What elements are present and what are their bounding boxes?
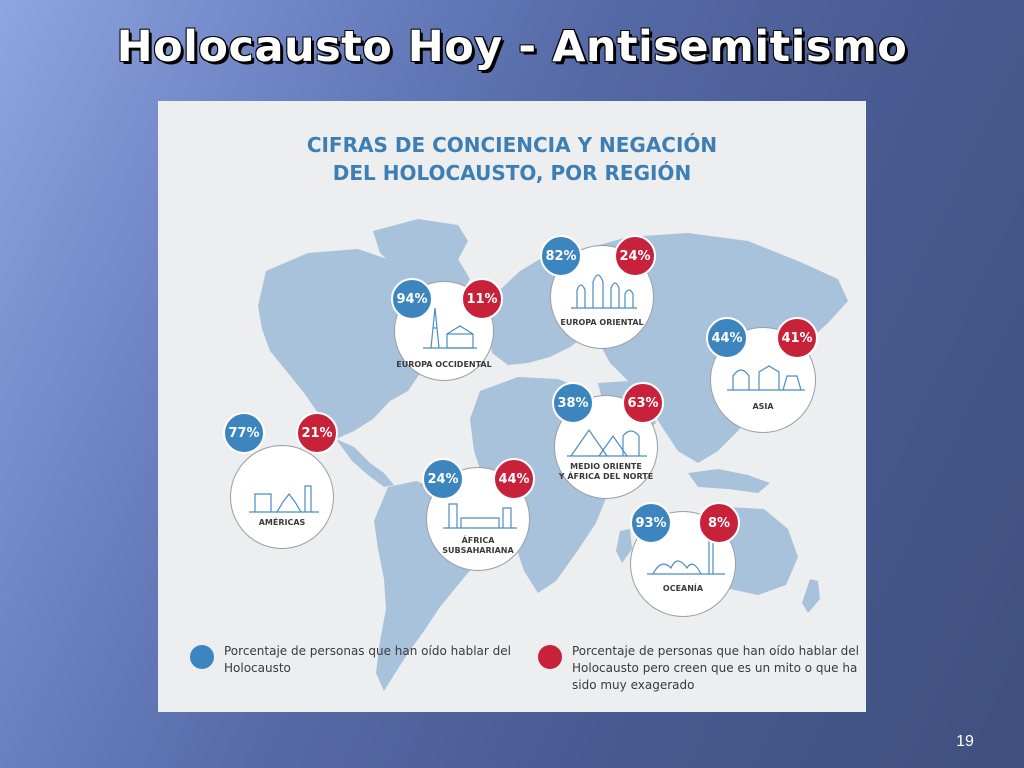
region-americas: AMÉRICAS bbox=[230, 445, 334, 549]
landmark-icon bbox=[249, 485, 319, 513]
landmark-icon bbox=[727, 365, 805, 391]
denial-badge: 21% bbox=[296, 412, 338, 454]
landmark-icon bbox=[567, 428, 647, 457]
legend-denial-text: Porcentaje de personas que han oído habl… bbox=[572, 644, 859, 692]
denial-badge: 63% bbox=[622, 382, 664, 424]
legend-awareness-dot bbox=[190, 645, 214, 669]
awareness-badge: 82% bbox=[540, 235, 582, 277]
awareness-badge: 38% bbox=[552, 382, 594, 424]
denial-badge: 44% bbox=[493, 458, 535, 500]
infographic-panel: CIFRAS DE CONCIENCIA Y NEGACIÓN DEL HOLO… bbox=[158, 101, 866, 712]
map-indonesia bbox=[688, 469, 770, 493]
infographic-title-line1: CIFRAS DE CONCIENCIA Y NEGACIÓN bbox=[306, 133, 718, 157]
region-label: SUBSAHARIANA bbox=[442, 546, 514, 555]
landmark-icon bbox=[423, 307, 477, 349]
region-label: Y ÁFRICA DEL NORTE bbox=[558, 472, 654, 481]
landmark-icon bbox=[443, 503, 517, 529]
awareness-badge: 94% bbox=[391, 278, 433, 320]
map-madagascar bbox=[616, 529, 632, 563]
denial-badge: 11% bbox=[461, 278, 503, 320]
map-central-america bbox=[336, 439, 394, 487]
infographic-title-line2: DEL HOLOCAUSTO, POR REGIÓN bbox=[332, 161, 692, 185]
awareness-badge: 77% bbox=[223, 412, 265, 454]
legend-awareness-text: Porcentaje de personas que han oído habl… bbox=[224, 644, 511, 675]
landmark-icon bbox=[571, 274, 637, 309]
region-label: MEDIO ORIENTE bbox=[570, 462, 642, 471]
awareness-badge: 93% bbox=[630, 502, 672, 544]
awareness-badge: 44% bbox=[706, 317, 748, 359]
slide-title: Holocausto Hoy - Antisemitismo bbox=[116, 22, 908, 72]
awareness-badge: 24% bbox=[422, 458, 464, 500]
region-label: OCEANÍA bbox=[662, 584, 704, 593]
slide-number: 19 bbox=[956, 733, 974, 750]
region-label: EUROPA OCCIDENTAL bbox=[396, 360, 492, 369]
denial-badge: 24% bbox=[614, 235, 656, 277]
region-label: EUROPA ORIENTAL bbox=[560, 318, 644, 327]
map-new-zealand bbox=[802, 579, 820, 613]
infographic-title: CIFRAS DE CONCIENCIA Y NEGACIÓN DEL HOLO… bbox=[158, 131, 866, 187]
denial-badge: 41% bbox=[776, 317, 818, 359]
denial-badge: 8% bbox=[698, 502, 740, 544]
region-label: AMÉRICAS bbox=[258, 518, 306, 527]
map-greenland bbox=[373, 219, 468, 279]
region-label: ÁFRICA bbox=[461, 536, 495, 545]
region-label: ASIA bbox=[752, 402, 774, 411]
legend-denial-dot bbox=[538, 645, 562, 669]
